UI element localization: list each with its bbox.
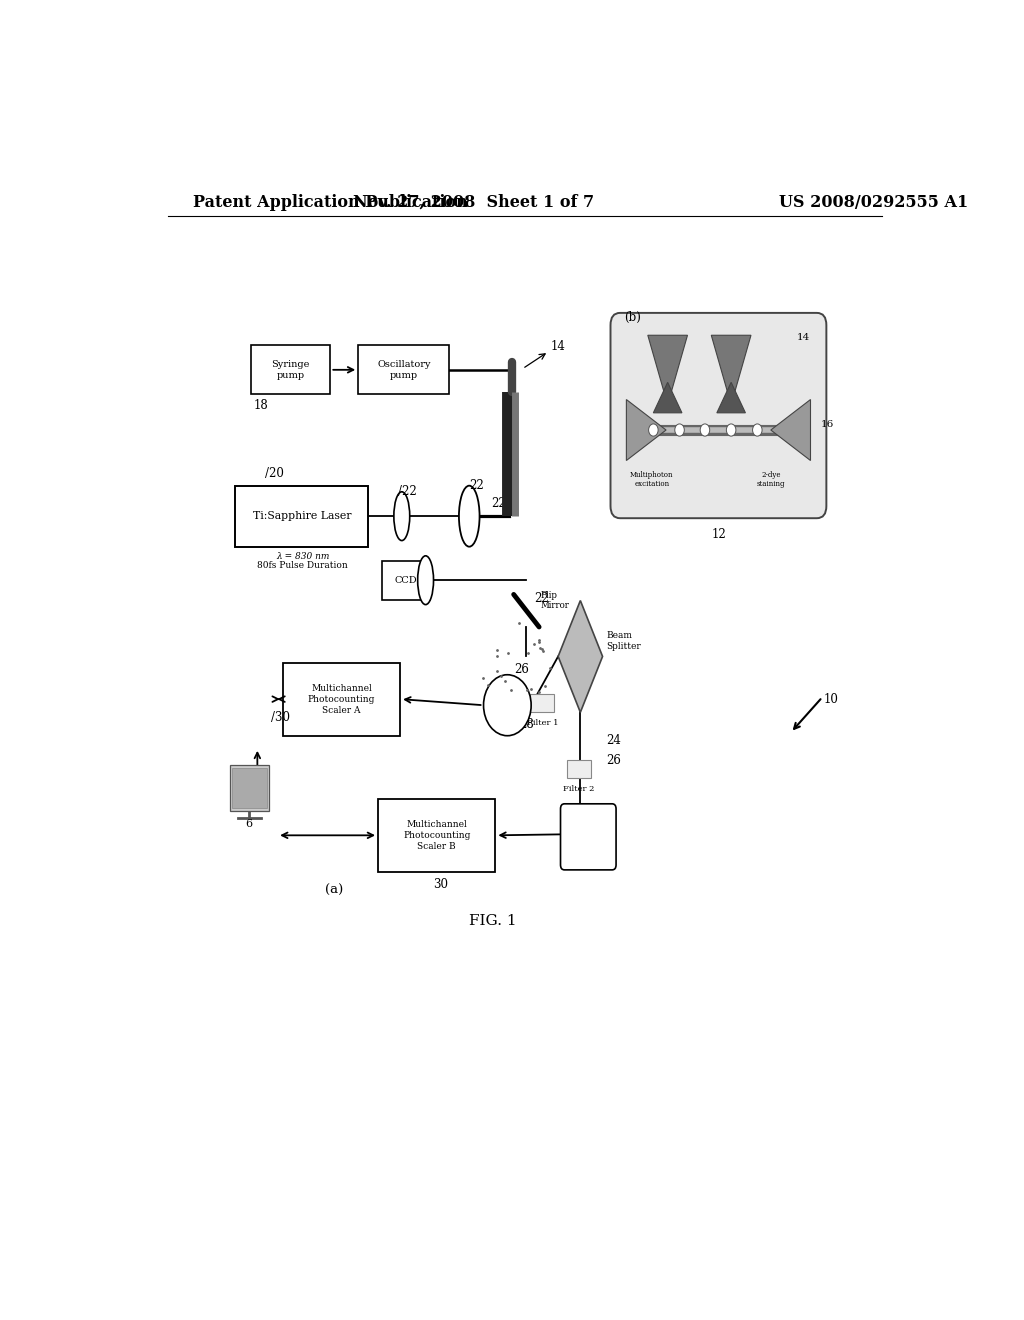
Text: 14: 14 xyxy=(797,333,810,342)
Ellipse shape xyxy=(418,556,433,605)
FancyBboxPatch shape xyxy=(251,346,331,395)
Text: 26: 26 xyxy=(514,663,529,676)
Text: Oscillatory
pump: Oscillatory pump xyxy=(377,360,430,380)
FancyBboxPatch shape xyxy=(358,346,450,395)
Text: 22: 22 xyxy=(492,498,506,511)
Circle shape xyxy=(753,424,762,436)
Text: 10: 10 xyxy=(823,693,838,706)
Text: 22: 22 xyxy=(469,479,484,492)
Text: US 2008/0292555 A1: US 2008/0292555 A1 xyxy=(778,194,968,211)
Polygon shape xyxy=(627,400,666,461)
FancyBboxPatch shape xyxy=(530,694,554,713)
Text: 24: 24 xyxy=(606,734,622,747)
Text: 12: 12 xyxy=(712,528,726,541)
Text: 14: 14 xyxy=(550,341,565,352)
Text: 2-dye
staining: 2-dye staining xyxy=(757,470,785,487)
Ellipse shape xyxy=(394,492,410,541)
FancyBboxPatch shape xyxy=(229,766,269,810)
FancyBboxPatch shape xyxy=(378,799,496,873)
Polygon shape xyxy=(648,335,687,405)
FancyBboxPatch shape xyxy=(236,486,369,546)
Text: (a): (a) xyxy=(325,883,343,896)
Text: CCD: CCD xyxy=(394,576,417,585)
Ellipse shape xyxy=(459,486,479,546)
FancyBboxPatch shape xyxy=(382,561,430,599)
Text: λ = 830 nm: λ = 830 nm xyxy=(275,552,330,561)
Text: Filter 2: Filter 2 xyxy=(563,784,595,792)
FancyBboxPatch shape xyxy=(232,768,267,808)
Polygon shape xyxy=(771,400,811,461)
Circle shape xyxy=(726,424,736,436)
FancyBboxPatch shape xyxy=(560,804,616,870)
Text: 28: 28 xyxy=(519,718,534,731)
Text: Syringe
pump: Syringe pump xyxy=(271,360,310,380)
Circle shape xyxy=(648,424,658,436)
Text: Filter 1: Filter 1 xyxy=(526,718,558,726)
Text: (b): (b) xyxy=(624,310,641,323)
Circle shape xyxy=(483,675,531,735)
FancyBboxPatch shape xyxy=(283,663,400,735)
Text: Beam
Splitter: Beam Splitter xyxy=(606,631,641,651)
Text: /30: /30 xyxy=(270,711,290,723)
Polygon shape xyxy=(712,335,751,405)
Text: Flip
Mirror: Flip Mirror xyxy=(541,591,569,610)
Circle shape xyxy=(700,424,710,436)
Text: /20: /20 xyxy=(265,467,285,480)
Text: Patent Application Publication: Patent Application Publication xyxy=(194,194,468,211)
Polygon shape xyxy=(653,383,682,413)
Text: 16: 16 xyxy=(821,421,835,429)
Text: Ti:Sapphire Laser: Ti:Sapphire Laser xyxy=(253,511,351,521)
Text: 22: 22 xyxy=(535,591,549,605)
Text: 28: 28 xyxy=(570,849,586,861)
Text: FIG. 1: FIG. 1 xyxy=(469,913,517,928)
FancyBboxPatch shape xyxy=(567,760,591,779)
FancyBboxPatch shape xyxy=(610,313,826,519)
Text: 30: 30 xyxy=(433,878,449,891)
Text: PMT: PMT xyxy=(578,825,599,834)
Text: PMT: PMT xyxy=(497,701,518,710)
Text: 18: 18 xyxy=(253,399,268,412)
Polygon shape xyxy=(558,601,602,713)
Circle shape xyxy=(675,424,684,436)
Text: /22: /22 xyxy=(397,486,417,498)
Polygon shape xyxy=(717,383,745,413)
Text: Multichannel
Photocounting
Scaler A: Multichannel Photocounting Scaler A xyxy=(308,684,375,714)
Text: Nov. 27, 2008  Sheet 1 of 7: Nov. 27, 2008 Sheet 1 of 7 xyxy=(352,194,594,211)
Text: 26: 26 xyxy=(606,754,622,767)
Text: Multiphoton
excitation: Multiphoton excitation xyxy=(630,470,674,487)
Text: 80fs Pulse Duration: 80fs Pulse Duration xyxy=(257,561,348,570)
Text: Multichannel
Photocounting
Scaler B: Multichannel Photocounting Scaler B xyxy=(403,820,470,851)
Text: 6: 6 xyxy=(246,820,253,829)
